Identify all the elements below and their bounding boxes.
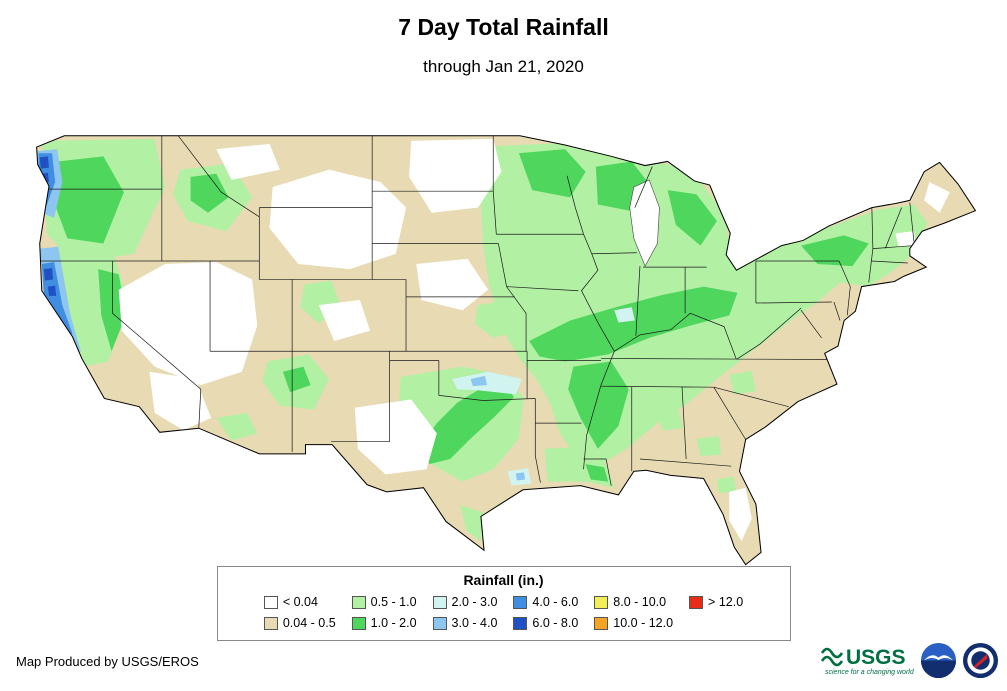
us-map-svg (36, 135, 976, 566)
legend-item: > 12.0 (689, 595, 743, 609)
legend-swatch (263, 616, 278, 630)
legend-swatch (432, 616, 447, 630)
legend-item-label: 0.5 - 1.0 (370, 595, 417, 609)
legend-swatch (594, 595, 609, 609)
page-subtitle: through Jan 21, 2020 (423, 57, 584, 76)
legend-item-label: 10.0 - 12.0 (613, 616, 674, 630)
legend-swatch (351, 595, 366, 609)
legend-item: 10.0 - 12.0 (594, 616, 673, 630)
legend-item-label: 0.04 - 0.5 (282, 616, 336, 630)
map-credit: Map Produced by USGS/EROS (16, 654, 199, 669)
noaa-logo (920, 642, 957, 679)
legend-swatch (513, 616, 528, 630)
legend-item-label: 6.0 - 8.0 (532, 616, 579, 630)
legend-item: 4.0 - 6.0 (513, 595, 578, 609)
page-title: 7 Day Total Rainfall (398, 14, 609, 40)
legend-item: 6.0 - 8.0 (513, 616, 578, 630)
usgs-tagline: science for a changing world (825, 669, 915, 676)
legend-item: < 0.04 (263, 595, 336, 609)
rainfall-legend: Rainfall (in.) < 0.04 0.04 - 0.5 0.5 - 1… (216, 566, 791, 641)
legend-item: 3.0 - 4.0 (432, 616, 498, 630)
legend-title: Rainfall (in.) (463, 572, 544, 588)
state-borders (40, 135, 915, 486)
rain-layer-lt-0.04 (118, 138, 950, 542)
us-rainfall-map (11, 110, 996, 572)
legend-item: 8.0 - 10.0 (594, 595, 673, 609)
legend-item-label: 8.0 - 10.0 (613, 595, 667, 609)
legend-item: 0.5 - 1.0 (351, 595, 417, 609)
rain-layer-2.0-3.0 (452, 307, 635, 486)
usgs-wave-icon (820, 647, 844, 667)
legend-swatch (594, 616, 609, 630)
legend-item: 0.04 - 0.5 (263, 616, 336, 630)
legend-swatch (351, 616, 366, 630)
nws-logo (962, 642, 999, 679)
legend-item-label: 1.0 - 2.0 (370, 616, 417, 630)
legend-item-label: > 12.0 (708, 595, 744, 609)
usgs-logo: USGS science for a changing world (819, 640, 915, 681)
legend-swatch (432, 595, 447, 609)
legend-swatch (513, 595, 528, 609)
legend-item: 2.0 - 3.0 (432, 595, 498, 609)
legend-item-label: 4.0 - 6.0 (532, 595, 579, 609)
legend-grid: < 0.04 0.04 - 0.5 0.5 - 1.0 1.0 - 2.0 2.… (228, 593, 780, 632)
legend-item-label: 2.0 - 3.0 (451, 595, 498, 609)
legend-item: 1.0 - 2.0 (351, 616, 417, 630)
rainfall-layers (36, 135, 950, 542)
agency-logos: USGS science for a changing world (819, 640, 999, 681)
usgs-logo-text: USGS (846, 646, 906, 669)
legend-swatch (689, 595, 704, 609)
legend-item-label: 3.0 - 4.0 (451, 616, 498, 630)
legend-swatch (263, 595, 278, 609)
legend-item-label: < 0.04 (282, 595, 318, 609)
